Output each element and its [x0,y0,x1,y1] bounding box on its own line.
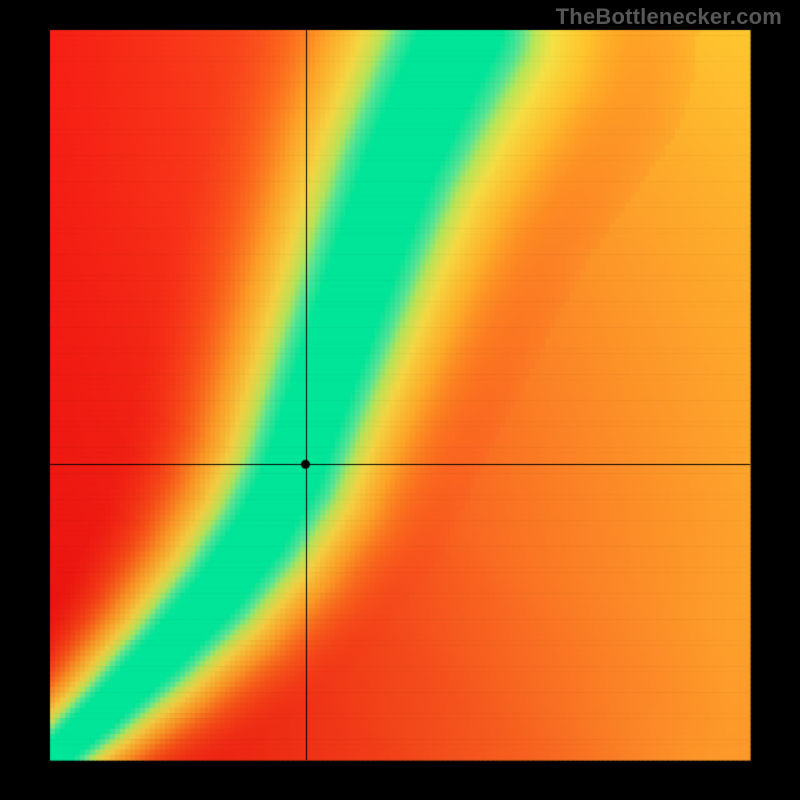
bottleneck-heatmap [0,0,800,800]
watermark-text: TheBottlenecker.com [556,4,782,30]
